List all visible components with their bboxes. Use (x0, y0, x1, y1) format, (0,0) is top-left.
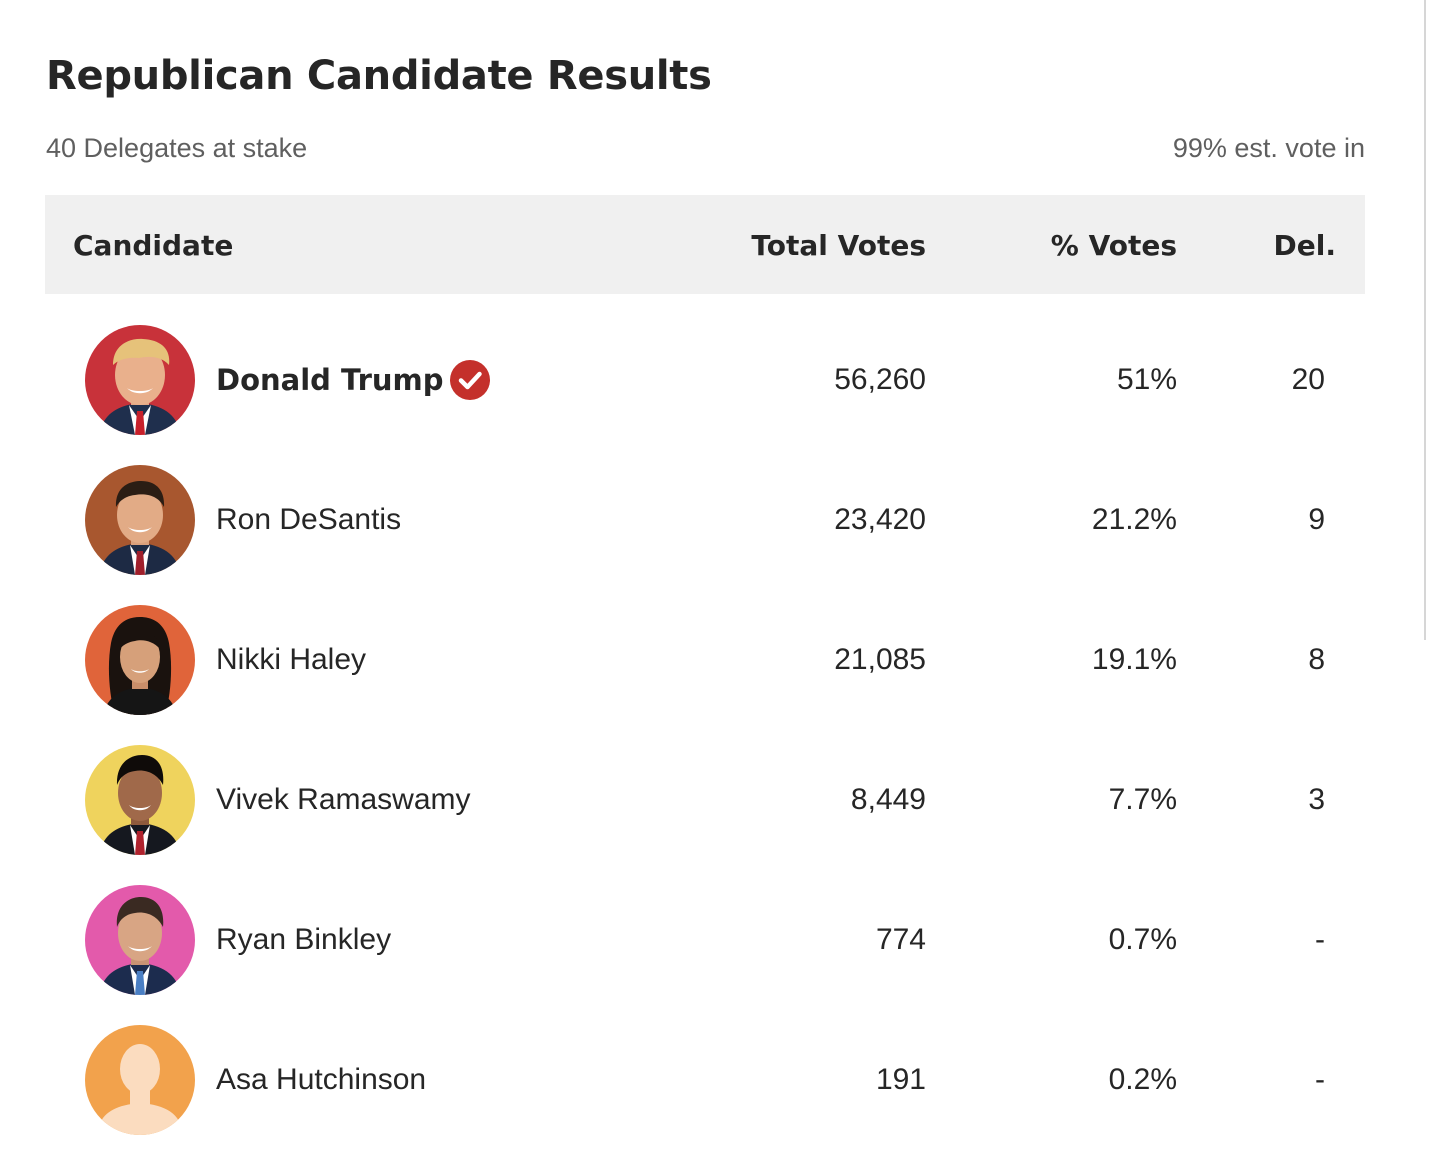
candidate-total-votes: 23,420 (834, 503, 926, 536)
candidate-photo-binkley (85, 885, 195, 995)
candidate-name: Asa Hutchinson (216, 1063, 427, 1096)
candidate-pct-votes: 19.1% (1091, 643, 1177, 676)
results-table-header: Candidate Total Votes % Votes Del. (45, 195, 1365, 294)
candidate-total-votes: 8,449 (850, 783, 926, 816)
candidate-name: Nikki Haley (216, 643, 367, 676)
candidate-name: Ryan Binkley (216, 923, 392, 956)
candidate-row: Donald Trump 56,260 51% 20 (45, 310, 1365, 450)
column-header-pct-votes: % Votes (1050, 229, 1177, 262)
candidate-pct-votes: 0.2% (1108, 1063, 1177, 1096)
candidate-avatar (85, 605, 195, 715)
est-vote-in: 99% est. vote in (1172, 132, 1365, 163)
column-header-total-votes: Total Votes (751, 229, 926, 262)
page-scrollbar-edge (1424, 0, 1426, 640)
candidate-pct-votes: 7.7% (1108, 783, 1177, 816)
candidate-pct-votes: 51% (1116, 363, 1177, 396)
candidate-row: Ron DeSantis 23,420 21.2% 9 (45, 450, 1365, 590)
candidate-avatar (85, 745, 195, 855)
candidate-photo-ramaswamy (85, 745, 195, 855)
candidate-delegates: - (1315, 1063, 1325, 1096)
results-table-body: Donald Trump 56,260 51% 20 Ron DeSantis … (45, 310, 1365, 1150)
candidate-name: Vivek Ramaswamy (216, 783, 471, 816)
candidate-photo-haley (85, 605, 195, 715)
candidate-total-votes: 774 (875, 923, 926, 956)
candidate-row: Nikki Haley 21,085 19.1% 8 (45, 590, 1365, 730)
candidate-total-votes: 56,260 (834, 363, 926, 396)
candidate-delegates: 9 (1308, 503, 1325, 536)
candidate-pct-votes: 0.7% (1108, 923, 1177, 956)
candidate-delegates: - (1315, 923, 1325, 956)
candidate-row: Asa Hutchinson 191 0.2% - (45, 1010, 1365, 1150)
results-subheader: 40 Delegates at stake 99% est. vote in (46, 130, 1365, 166)
column-header-delegates: Del. (1273, 229, 1336, 262)
candidate-name: Ron DeSantis (216, 503, 402, 536)
candidate-row: Ryan Binkley 774 0.7% - (45, 870, 1365, 1010)
candidate-pct-votes: 21.2% (1091, 503, 1177, 536)
candidate-photo-desantis (85, 465, 195, 575)
candidate-avatar (85, 885, 195, 995)
candidate-photo-trump (85, 325, 195, 435)
candidate-name: Donald Trump (216, 363, 444, 397)
winner-check-icon (450, 360, 490, 400)
placeholder-person-silhouette-icon (85, 1025, 195, 1135)
candidate-avatar (85, 325, 195, 435)
column-header-candidate: Candidate (73, 229, 234, 262)
candidate-delegates: 20 (1291, 363, 1325, 396)
results-title: Republican Candidate Results (46, 53, 712, 99)
candidate-delegates: 8 (1308, 643, 1325, 676)
candidate-avatar (85, 465, 195, 575)
candidate-avatar (85, 1025, 195, 1135)
delegates-at-stake: 40 Delegates at stake (46, 132, 308, 163)
candidate-row: Vivek Ramaswamy 8,449 7.7% 3 (45, 730, 1365, 870)
candidate-total-votes: 191 (875, 1063, 926, 1096)
candidate-delegates: 3 (1308, 783, 1325, 816)
candidate-total-votes: 21,085 (834, 643, 926, 676)
